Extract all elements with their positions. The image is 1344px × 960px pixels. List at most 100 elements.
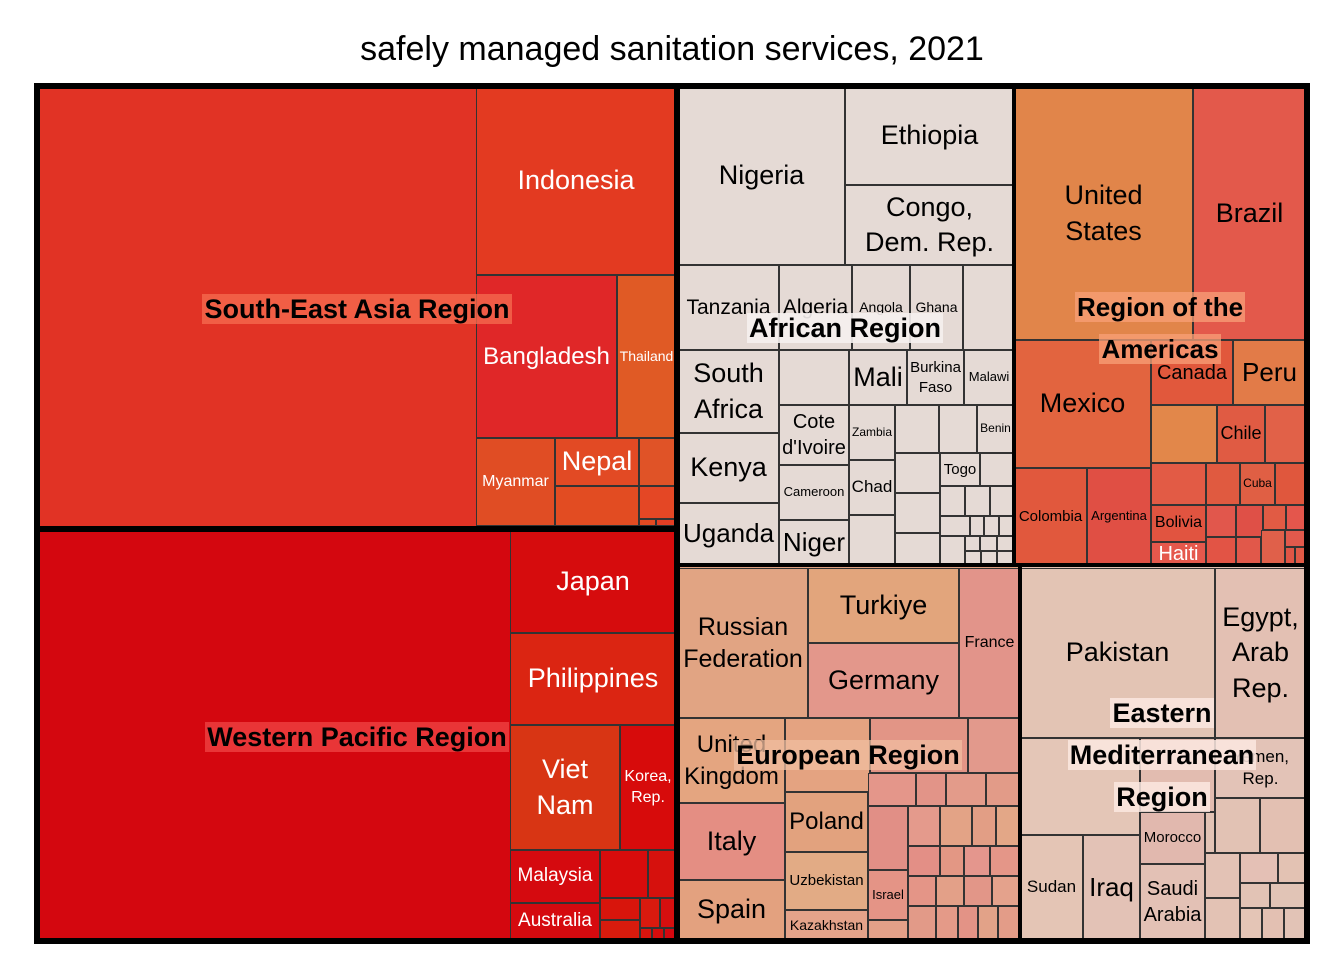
country-tile-african-region-6[interactable] <box>940 486 965 516</box>
country-tile-european-region-19[interactable] <box>992 876 1020 906</box>
country-tile-bangladesh[interactable]: Bangladesh <box>476 275 617 438</box>
country-tile-spain[interactable]: Spain <box>678 880 785 940</box>
country-tile-region-of-the-americas-0[interactable] <box>1151 405 1217 463</box>
country-tile-turkiye[interactable]: Turkiye <box>808 568 959 643</box>
country-tile-african-region-12[interactable] <box>940 516 970 536</box>
country-tile-canada[interactable]: Canada <box>1151 340 1233 405</box>
country-tile-european-region-1[interactable] <box>870 718 968 773</box>
country-tile-eastern-mediterranean-region-5[interactable] <box>1205 853 1240 898</box>
country-tile-togo[interactable]: Togo <box>940 453 980 486</box>
country-tile-italy[interactable]: Italy <box>678 803 785 880</box>
country-tile-bolivia[interactable]: Bolivia <box>1151 505 1206 542</box>
country-tile-african-region-7[interactable] <box>965 486 990 516</box>
country-tile-ghana[interactable]: Ghana <box>910 265 963 350</box>
country-tile-eastern-mediterranean-region-12[interactable] <box>1262 908 1284 940</box>
country-tile-cameroon[interactable]: Cameroon <box>779 465 849 520</box>
country-tile-eastern-mediterranean-region-4[interactable] <box>1205 812 1215 853</box>
country-tile-benin[interactable]: Benin <box>977 405 1014 453</box>
country-tile-region-of-the-americas-4[interactable] <box>1275 463 1306 505</box>
country-tile-region-of-the-americas-14[interactable] <box>1295 547 1306 565</box>
country-tile-south-east-asia-region-0[interactable] <box>639 438 676 486</box>
country-tile-iraq[interactable]: Iraq <box>1083 835 1140 940</box>
country-tile-philippines[interactable]: Philippines <box>510 633 676 725</box>
country-tile-european-region-13[interactable] <box>940 846 964 876</box>
country-tile-european-region-15[interactable] <box>990 846 1020 876</box>
country-tile-european-region-25[interactable] <box>998 906 1020 940</box>
country-tile-russian-federation[interactable]: Russian Federation <box>678 568 808 718</box>
country-tile-niger[interactable]: Niger <box>779 520 849 565</box>
country-tile-european-region-20[interactable] <box>868 920 908 940</box>
country-tile-african-region-20[interactable] <box>965 551 981 565</box>
country-tile-eastern-mediterranean-region-2[interactable] <box>1215 798 1260 853</box>
country-tile-chile[interactable]: Chile <box>1217 405 1265 463</box>
country-tile-european-region-3[interactable] <box>868 773 916 806</box>
country-tile-region-of-the-americas-9[interactable] <box>1206 537 1236 565</box>
country-tile-malaysia[interactable]: Malaysia <box>510 850 600 903</box>
country-tile-united-states[interactable]: United States <box>1014 87 1193 340</box>
country-tile-chad[interactable]: Chad <box>849 460 895 515</box>
country-tile-european-region-7[interactable] <box>868 806 908 870</box>
country-tile-cote-d-ivoire[interactable]: Cote d'Ivoire <box>779 405 849 465</box>
country-tile-african-region-8[interactable] <box>990 486 1014 516</box>
country-tile-european-region-14[interactable] <box>964 846 990 876</box>
country-tile-european-region-0[interactable] <box>785 718 870 792</box>
country-tile-western-pacific-region-2[interactable] <box>600 898 640 920</box>
country-tile-south-east-asia-region-4[interactable] <box>656 519 676 526</box>
country-tile-european-region-21[interactable] <box>908 906 936 940</box>
country-tile-western-pacific-region-0[interactable] <box>600 850 648 898</box>
country-tile-european-region-11[interactable] <box>996 806 1020 846</box>
country-tile-brazil[interactable]: Brazil <box>1193 87 1306 340</box>
country-tile-thailand[interactable]: Thailand <box>617 275 676 438</box>
country-tile-african-region-17[interactable] <box>965 536 980 551</box>
country-tile-japan[interactable]: Japan <box>510 530 676 633</box>
country-tile-poland[interactable]: Poland <box>785 792 868 852</box>
country-tile-pakistan[interactable]: Pakistan <box>1020 568 1215 738</box>
country-tile-kazakhstan[interactable]: Kazakhstan <box>785 910 868 940</box>
country-tile-african-region-1[interactable] <box>779 350 849 405</box>
country-tile-african-region-14[interactable] <box>984 516 999 536</box>
country-tile-peru[interactable]: Peru <box>1233 340 1306 405</box>
country-tile-african-region-22[interactable] <box>997 551 1014 565</box>
country-tile-south-africa[interactable]: South Africa <box>678 350 779 433</box>
country-tile-african-region-9[interactable] <box>895 493 940 533</box>
country-tile-algeria[interactable]: Algeria <box>779 265 852 350</box>
country-tile-sudan[interactable]: Sudan <box>1020 835 1083 940</box>
country-tile-mexico[interactable]: Mexico <box>1014 340 1151 468</box>
country-tile-colombia[interactable]: Colombia <box>1014 468 1087 565</box>
country-tile-south-east-asia-region-3[interactable] <box>639 519 656 526</box>
country-tile-european-region-22[interactable] <box>936 906 958 940</box>
country-tile-indonesia[interactable]: Indonesia <box>476 87 676 275</box>
country-tile-region-of-the-americas-8[interactable] <box>1286 505 1306 530</box>
country-tile-ethiopia[interactable]: Ethiopia <box>845 87 1014 185</box>
country-tile-european-region-8[interactable] <box>908 806 940 846</box>
country-tile-western-pacific-region-7[interactable] <box>652 928 664 940</box>
country-tile-nepal[interactable]: Nepal <box>555 438 639 486</box>
country-tile-african-region-3[interactable] <box>939 405 977 453</box>
country-tile-african-region-18[interactable] <box>980 536 997 551</box>
country-tile-african-region-10[interactable] <box>849 515 895 565</box>
country-tile-viet-nam[interactable]: Viet Nam <box>510 725 620 850</box>
country-tile-region-of-the-americas-1[interactable] <box>1265 405 1306 463</box>
country-tile-israel[interactable]: Israel <box>868 870 908 920</box>
country-tile-region-of-the-americas-2[interactable] <box>1151 463 1206 505</box>
country-tile-european-region-10[interactable] <box>972 806 996 846</box>
country-tile-european-region-12[interactable] <box>908 846 940 876</box>
country-tile-haiti[interactable]: Haiti <box>1151 542 1206 565</box>
country-tile-eastern-mediterranean-region-0[interactable] <box>1020 738 1140 835</box>
country-tile-eastern-mediterranean-region-1[interactable] <box>1140 738 1215 812</box>
country-tile-european-region-5[interactable] <box>946 773 986 806</box>
country-tile-region-of-the-americas-5[interactable] <box>1206 505 1236 537</box>
country-tile-region-of-the-americas-11[interactable] <box>1261 530 1285 565</box>
country-tile-mali[interactable]: Mali <box>849 350 907 405</box>
country-tile-egypt-arab-rep[interactable]: Egypt, Arab Rep. <box>1215 568 1306 738</box>
country-tile-congo-dem-rep[interactable]: Congo, Dem. Rep. <box>845 185 1014 265</box>
country-tile-zambia[interactable]: Zambia <box>849 405 895 460</box>
country-tile-african-region-0[interactable] <box>963 265 1014 350</box>
country-tile-uzbekistan[interactable]: Uzbekistan <box>785 852 868 910</box>
country-tile-eastern-mediterranean-region-7[interactable] <box>1278 853 1306 883</box>
country-tile-african-region-2[interactable] <box>895 405 939 453</box>
country-tile-france[interactable]: France <box>959 568 1020 718</box>
country-tile-african-region-21[interactable] <box>981 551 997 565</box>
country-tile-european-region-23[interactable] <box>958 906 978 940</box>
country-tile-western-pacific-region-3[interactable] <box>640 898 660 928</box>
